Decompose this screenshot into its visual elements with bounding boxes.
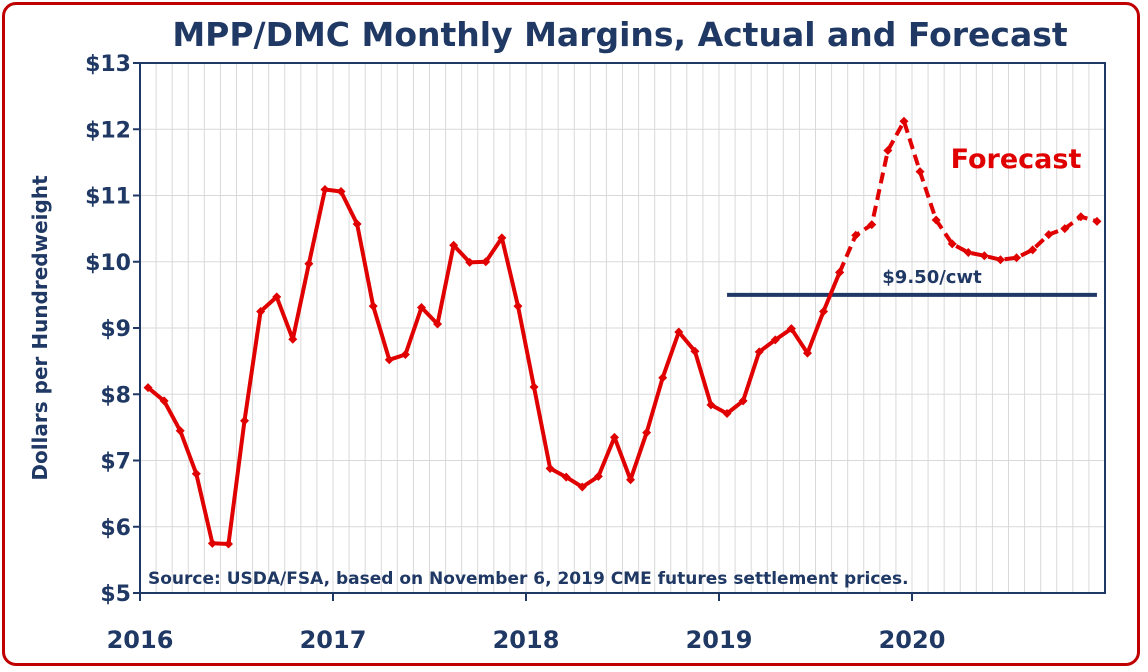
data-point-actual bbox=[368, 301, 378, 311]
data-point-actual bbox=[722, 408, 732, 418]
data-point-actual bbox=[529, 382, 539, 392]
data-point-forecast bbox=[979, 251, 989, 261]
data-point-actual bbox=[513, 301, 523, 311]
data-point-actual bbox=[626, 475, 636, 485]
x-tick-label: 2020 bbox=[879, 626, 946, 654]
reference-line-label: $9.50/cwt bbox=[882, 267, 982, 288]
x-axis-ticks: 2016 2017 2018 2019 2020 bbox=[107, 593, 946, 654]
chart-title: MPP/DMC Monthly Margins, Actual and Fore… bbox=[172, 15, 1068, 54]
data-point-actual bbox=[320, 185, 330, 195]
x-tick-label: 2016 bbox=[107, 626, 174, 654]
data-point-actual bbox=[786, 324, 796, 334]
data-point-actual bbox=[400, 350, 410, 359]
data-point-actual bbox=[706, 400, 716, 410]
y-axis-label: Dollars per Hundredweight bbox=[28, 175, 52, 481]
data-point-actual bbox=[545, 463, 555, 473]
data-point-forecast bbox=[995, 255, 1005, 265]
data-point-actual bbox=[658, 373, 668, 383]
data-point-actual bbox=[690, 346, 700, 356]
data-point-actual bbox=[738, 396, 748, 406]
y-tick-label: $9 bbox=[100, 317, 131, 342]
data-point-actual bbox=[497, 233, 507, 243]
y-tick-label: $8 bbox=[100, 383, 131, 408]
data-point-actual bbox=[336, 187, 346, 197]
data-point-forecast bbox=[1076, 212, 1086, 222]
data-point-forecast bbox=[963, 247, 973, 257]
data-point-forecast bbox=[1012, 253, 1022, 263]
data-point-actual bbox=[223, 539, 233, 549]
data-point-actual bbox=[754, 347, 764, 357]
x-tick-label: 2017 bbox=[300, 626, 367, 654]
data-point-actual bbox=[433, 319, 443, 329]
y-tick-label: $13 bbox=[85, 52, 131, 77]
data-point-actual bbox=[288, 334, 298, 344]
data-point-forecast bbox=[947, 239, 957, 249]
data-point-forecast bbox=[1028, 245, 1038, 255]
data-point-forecast bbox=[915, 167, 925, 177]
data-point-actual bbox=[384, 355, 394, 365]
data-point-actual bbox=[416, 302, 426, 312]
data-point-forecast bbox=[883, 145, 893, 155]
y-tick-label: $6 bbox=[100, 516, 131, 541]
data-point-actual bbox=[449, 240, 459, 250]
data-point-actual bbox=[481, 257, 491, 267]
data-point-actual bbox=[191, 469, 201, 479]
data-point-actual bbox=[240, 416, 250, 426]
data-point-forecast bbox=[851, 230, 861, 240]
data-point-actual bbox=[593, 471, 603, 481]
x-tick-label: 2018 bbox=[493, 626, 560, 654]
data-point-forecast bbox=[835, 267, 845, 277]
data-point-actual bbox=[175, 426, 185, 436]
data-point-actual bbox=[642, 428, 652, 438]
data-point-actual bbox=[159, 396, 169, 406]
data-point-forecast bbox=[899, 116, 909, 126]
data-point-forecast bbox=[1060, 224, 1070, 234]
data-point-actual bbox=[577, 482, 587, 492]
data-point-forecast bbox=[1092, 216, 1102, 226]
data-point-actual bbox=[609, 432, 619, 442]
data-point-actual bbox=[207, 538, 217, 548]
data-point-actual bbox=[770, 335, 780, 345]
data-point-actual bbox=[465, 257, 475, 267]
data-point-forecast bbox=[931, 215, 941, 225]
x-tick-label: 2019 bbox=[686, 626, 753, 654]
chart-frame bbox=[2, 2, 1140, 666]
data-point-actual bbox=[304, 259, 314, 269]
data-point-actual bbox=[143, 383, 153, 393]
data-point-actual bbox=[352, 219, 362, 229]
y-tick-label: $5 bbox=[100, 582, 131, 607]
data-point-forecast bbox=[1044, 230, 1054, 240]
series-line-forecast bbox=[837, 119, 1098, 274]
y-tick-label: $12 bbox=[85, 118, 131, 143]
data-point-actual bbox=[272, 292, 282, 302]
data-point-forecast bbox=[867, 220, 877, 230]
source-note: Source: USDA/FSA, based on November 6, 2… bbox=[148, 569, 909, 589]
forecast-label: Forecast bbox=[951, 144, 1082, 175]
data-point-actual bbox=[819, 306, 829, 316]
data-point-actual bbox=[674, 327, 684, 337]
data-point-actual bbox=[561, 472, 571, 482]
y-tick-label: $7 bbox=[100, 450, 131, 475]
series-layer bbox=[143, 116, 1102, 549]
data-point-actual bbox=[256, 306, 266, 316]
y-axis-ticks: $5 $6 $7 $8 $9 $10 $11 $12 $13 bbox=[85, 52, 140, 607]
data-point-actual bbox=[802, 348, 812, 358]
y-tick-label: $11 bbox=[85, 185, 131, 210]
y-tick-label: $10 bbox=[85, 251, 131, 276]
